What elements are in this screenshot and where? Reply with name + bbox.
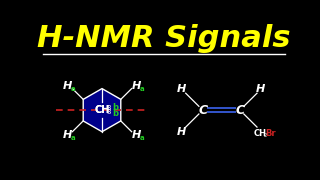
Text: H: H <box>256 84 266 94</box>
Text: Br: Br <box>266 129 276 138</box>
Text: C: C <box>236 104 244 117</box>
Text: H: H <box>132 80 141 91</box>
Text: H: H <box>132 130 141 140</box>
Text: 2: 2 <box>264 133 267 138</box>
Polygon shape <box>83 89 121 132</box>
Text: H: H <box>177 127 187 137</box>
Text: H: H <box>63 80 72 91</box>
Text: b: b <box>112 103 118 112</box>
Text: a: a <box>140 135 144 141</box>
Text: CH: CH <box>254 129 267 138</box>
Text: a: a <box>71 86 76 92</box>
Text: CH: CH <box>94 105 110 115</box>
Text: 3: 3 <box>106 105 110 111</box>
Text: a: a <box>71 135 76 141</box>
Text: H-NMR Signals: H-NMR Signals <box>37 24 291 53</box>
Text: b: b <box>112 109 118 118</box>
Text: C: C <box>198 104 207 117</box>
Text: 3: 3 <box>106 109 110 115</box>
Text: a: a <box>140 86 144 92</box>
Text: CH: CH <box>94 105 110 115</box>
Text: H: H <box>177 84 187 94</box>
Text: H: H <box>63 130 72 140</box>
